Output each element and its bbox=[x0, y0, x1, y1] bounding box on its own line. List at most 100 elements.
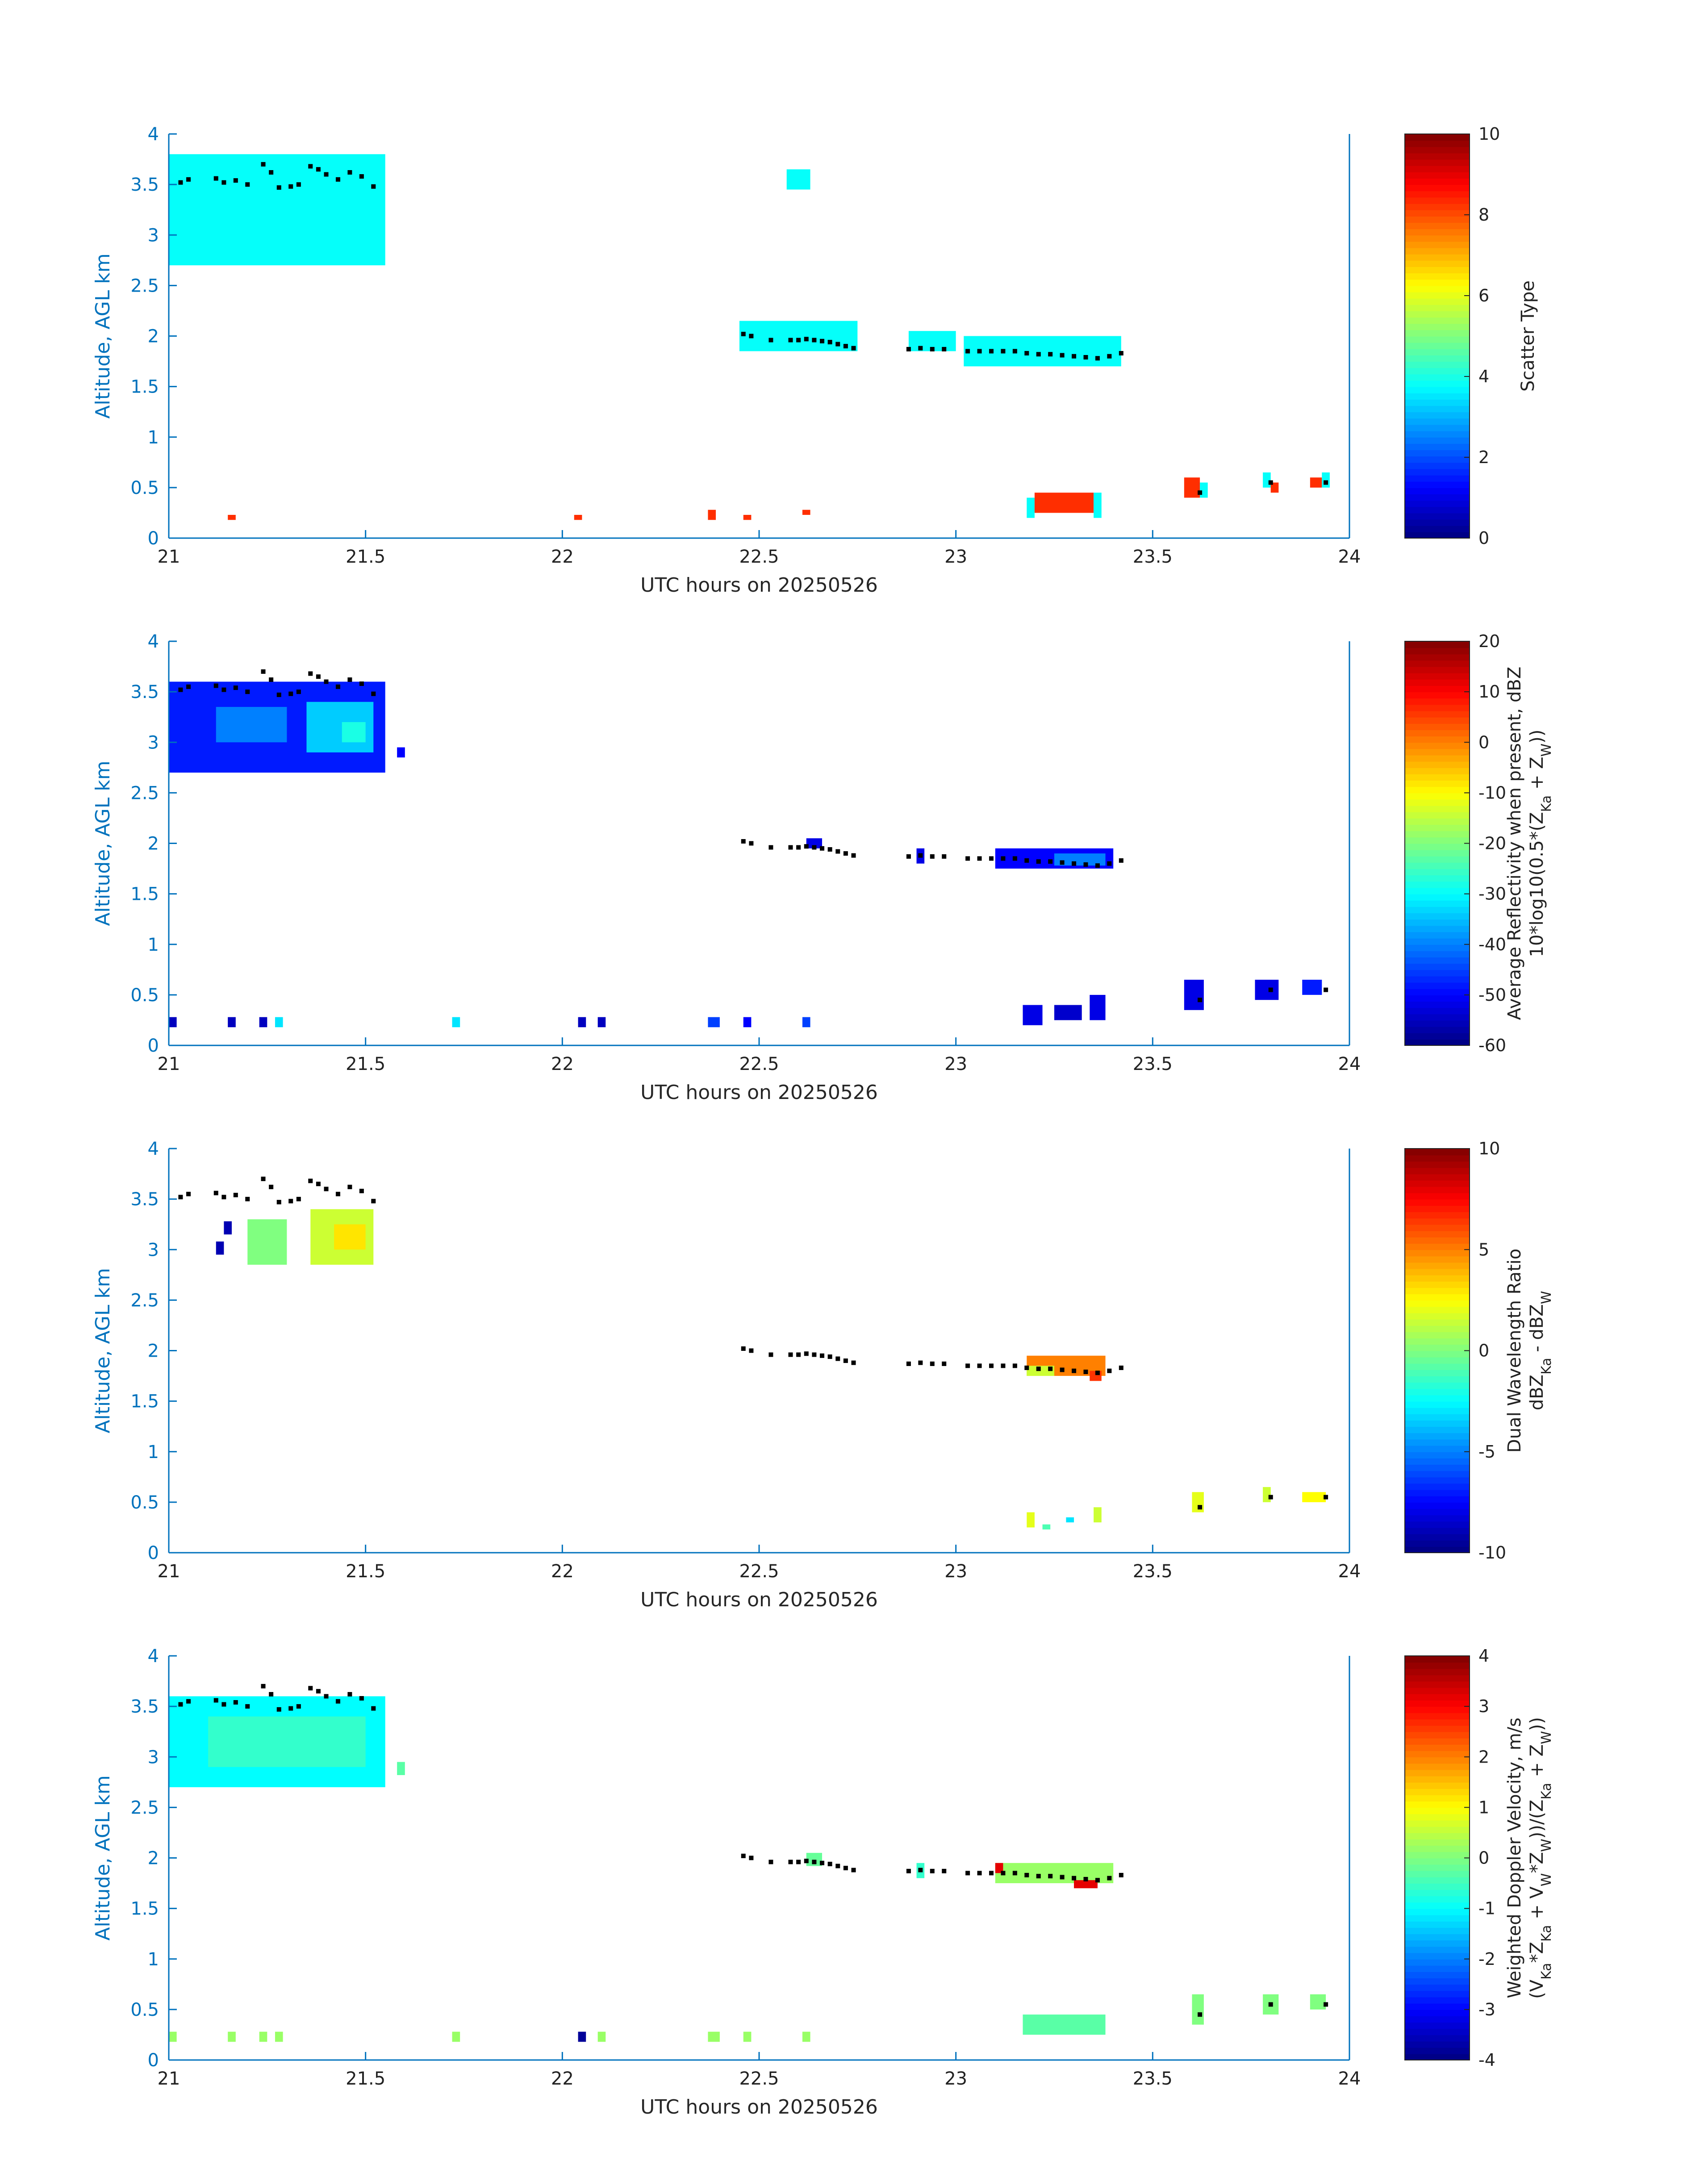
x-tick-label: 23.5 bbox=[1133, 2068, 1173, 2089]
cloud-top-marker bbox=[269, 1184, 274, 1189]
cloud-top-marker bbox=[213, 683, 218, 688]
x-tick-label: 22 bbox=[551, 1054, 574, 1074]
cloud-top-marker bbox=[788, 1859, 793, 1864]
data-cell bbox=[1074, 1880, 1098, 1889]
x-tick-label: 23.5 bbox=[1133, 1054, 1173, 1074]
data-cell bbox=[169, 2031, 177, 2042]
colorbar-segment bbox=[1405, 1420, 1470, 1427]
colorbar-segment bbox=[1405, 1300, 1470, 1307]
cloud-top-marker bbox=[178, 180, 183, 185]
colorbar-segment bbox=[1405, 799, 1470, 806]
data-cell bbox=[578, 1017, 586, 1028]
y-tick-label: 1.5 bbox=[130, 884, 159, 905]
colorbar-segment bbox=[1405, 468, 1470, 476]
cloud-top-marker bbox=[296, 1704, 301, 1709]
cloud-top-marker bbox=[796, 338, 801, 343]
y-tick-label: 1 bbox=[148, 427, 159, 448]
cloud-top-marker bbox=[1001, 1871, 1006, 1876]
y-tick-label: 2 bbox=[148, 834, 159, 854]
x-tick-label: 21 bbox=[158, 1561, 180, 1582]
colorbar-segment bbox=[1405, 976, 1470, 983]
colorbar-segment bbox=[1405, 2047, 1470, 2054]
colorbar-tick-label: 0 bbox=[1478, 528, 1489, 548]
cloud-top-marker bbox=[1060, 353, 1065, 358]
cloud-top-marker bbox=[1198, 490, 1203, 495]
colorbar-segment bbox=[1405, 525, 1470, 532]
colorbar-segment bbox=[1405, 1908, 1470, 1915]
colorbar-segment bbox=[1405, 241, 1470, 248]
colorbar-segment bbox=[1405, 1751, 1470, 1758]
cloud-top-marker bbox=[1119, 858, 1123, 863]
colorbar-segment bbox=[1405, 1776, 1470, 1783]
y-tick-label: 2.5 bbox=[130, 783, 159, 803]
colorbar-segment bbox=[1405, 153, 1470, 160]
cloud-top-marker bbox=[335, 1191, 340, 1196]
cloud-top-marker bbox=[316, 1182, 321, 1187]
cloud-top-marker bbox=[324, 1187, 329, 1191]
colorbar-segment bbox=[1405, 1763, 1470, 1770]
colorbar-segment bbox=[1405, 2053, 1470, 2060]
cloud-top-marker bbox=[288, 1199, 293, 1203]
colorbar-segment bbox=[1405, 1693, 1470, 1701]
colorbar-segment bbox=[1405, 811, 1470, 819]
colorbar-segment bbox=[1405, 1795, 1470, 1802]
x-tick-label: 24 bbox=[1338, 2068, 1361, 2089]
data-cell bbox=[169, 1017, 177, 1028]
data-cell bbox=[1066, 1517, 1074, 1523]
colorbar-segment bbox=[1405, 654, 1470, 661]
colorbar-segment bbox=[1405, 1212, 1470, 1219]
cloud-top-marker bbox=[788, 338, 793, 343]
x-tick-label: 24 bbox=[1338, 547, 1361, 567]
colorbar-segment bbox=[1405, 2022, 1470, 2029]
colorbar-segment bbox=[1405, 1801, 1470, 1808]
cloud-top-marker bbox=[359, 681, 364, 686]
cloud-top-marker bbox=[347, 1692, 352, 1696]
cloud-top-marker bbox=[347, 170, 352, 175]
cloud-top-marker bbox=[359, 1189, 364, 1194]
cloud-top-marker bbox=[276, 1707, 281, 1712]
colorbar-tick-label: -10 bbox=[1478, 783, 1506, 802]
colorbar-segment bbox=[1405, 323, 1470, 330]
y-tick-label: 4 bbox=[148, 631, 159, 652]
colorbar-segment bbox=[1405, 1807, 1470, 1814]
y-tick-label: 3.5 bbox=[130, 175, 159, 195]
cloud-top-marker bbox=[233, 178, 238, 183]
cloud-top-marker bbox=[1024, 1872, 1029, 1877]
data-cell bbox=[228, 1017, 236, 1028]
colorbar-segment bbox=[1405, 925, 1470, 932]
colorbar-segment bbox=[1405, 1274, 1470, 1282]
data-cell bbox=[1263, 1487, 1271, 1502]
cloud-top-marker bbox=[1268, 1495, 1273, 1500]
cloud-top-marker bbox=[1048, 859, 1053, 864]
data-cell bbox=[964, 336, 1121, 367]
cloud-top-marker bbox=[1024, 1365, 1029, 1370]
cloud-top-marker bbox=[186, 1699, 191, 1704]
colorbar-segment bbox=[1405, 963, 1470, 970]
colorbar-segment bbox=[1405, 1451, 1470, 1458]
colorbar-segment bbox=[1405, 235, 1470, 242]
x-tick-label: 21.5 bbox=[346, 1561, 385, 1582]
colorbar-segment bbox=[1405, 393, 1470, 400]
x-tick-label: 21 bbox=[158, 2068, 180, 2089]
cloud-top-marker bbox=[316, 674, 321, 679]
colorbar-label: Dual Wavelength Ratio bbox=[1504, 1249, 1525, 1453]
colorbar-segment bbox=[1405, 437, 1470, 444]
colorbar-segment bbox=[1405, 1312, 1470, 1320]
cloud-top-marker bbox=[1107, 861, 1112, 866]
cloud-top-marker bbox=[741, 1853, 746, 1858]
cloud-top-marker bbox=[796, 1859, 801, 1864]
colorbar-segment bbox=[1405, 837, 1470, 844]
colorbar-segment bbox=[1405, 197, 1470, 204]
data-cell bbox=[342, 722, 366, 743]
y-tick-label: 1 bbox=[148, 1949, 159, 1970]
colorbar-segment bbox=[1405, 1700, 1470, 1707]
y-tick-label: 0.5 bbox=[130, 985, 159, 1006]
data-cell bbox=[1027, 497, 1035, 518]
cloud-top-marker bbox=[178, 1702, 183, 1707]
colorbar-segment bbox=[1405, 1927, 1470, 1935]
y-tick-label: 0.5 bbox=[130, 1492, 159, 1513]
colorbar-segment bbox=[1405, 1934, 1470, 1941]
data-cell bbox=[1322, 472, 1330, 488]
colorbar-segment bbox=[1405, 950, 1470, 958]
